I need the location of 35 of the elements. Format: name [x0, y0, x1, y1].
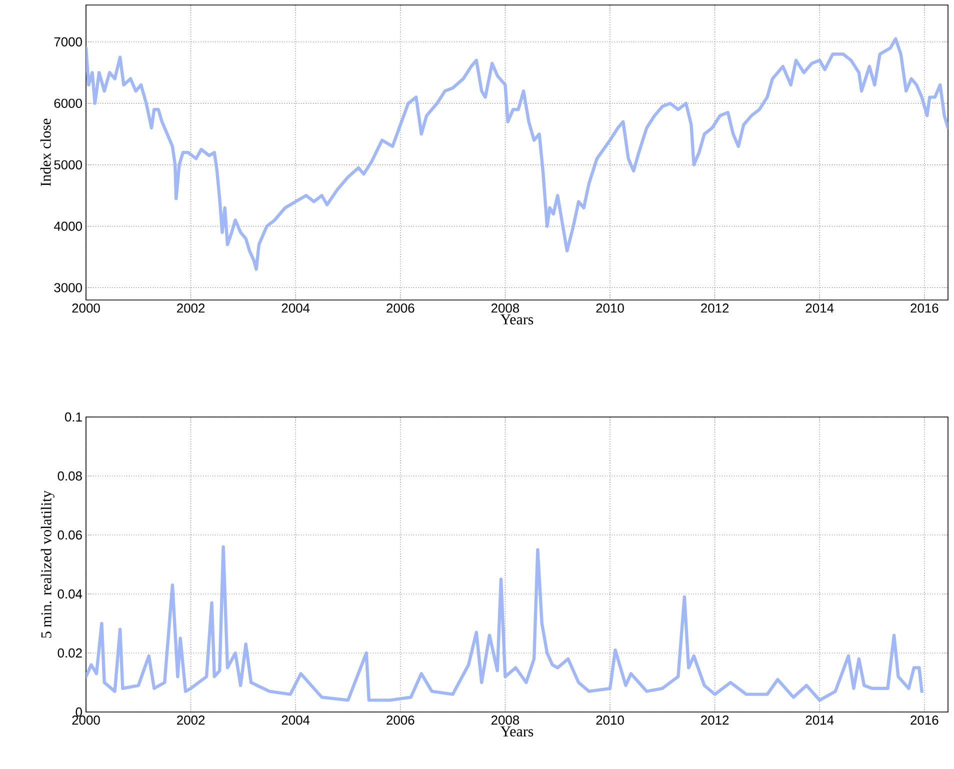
- x-tick-label: 2016: [910, 304, 938, 313]
- y-axis-title: 5 min. realized volatility: [40, 490, 54, 638]
- x-tick-label: 2014: [806, 716, 834, 725]
- line-series: [86, 37, 948, 271]
- x-tick-label: 2010: [596, 716, 624, 725]
- x-tick-label: 2006: [386, 304, 414, 313]
- x-tick-label: 2008: [491, 716, 520, 725]
- x-tick-label: 2006: [386, 716, 414, 725]
- x-axis-title: Years: [500, 726, 534, 736]
- x-tick-label: 2002: [177, 304, 205, 313]
- y-tick-label: 3000: [54, 283, 82, 292]
- x-tick-label: 2016: [910, 716, 938, 725]
- y-tick-label: 0.06: [58, 530, 82, 540]
- x-tick-label: 2012: [701, 716, 729, 725]
- y-axis-title: Index close: [40, 118, 51, 186]
- x-tick-label: 2014: [806, 304, 834, 313]
- y-tick-label: 0: [76, 707, 82, 717]
- x-tick-label: 2008: [491, 304, 520, 313]
- line-series: [86, 545, 924, 702]
- x-tick-label: 2012: [701, 304, 729, 313]
- y-tick-label: 7000: [54, 37, 82, 46]
- y-tick-label: 0.02: [58, 648, 82, 658]
- x-tick-label: 2002: [177, 716, 205, 725]
- y-tick-label: 6000: [54, 98, 82, 108]
- y-tick-label: 4000: [54, 222, 82, 231]
- x-tick-label: 2000: [72, 716, 100, 725]
- x-tick-label: 2000: [72, 304, 100, 313]
- y-tick-label: 5000: [54, 160, 82, 170]
- x-axis-title: Years: [500, 314, 534, 324]
- y-tick-label: 0.08: [58, 471, 82, 481]
- x-tick-label: 2004: [282, 716, 310, 725]
- x-tick-label: 2010: [596, 304, 624, 313]
- y-tick-label: 0.1: [64, 412, 82, 422]
- y-tick-label: 0.04: [58, 589, 82, 599]
- x-tick-label: 2004: [282, 304, 310, 313]
